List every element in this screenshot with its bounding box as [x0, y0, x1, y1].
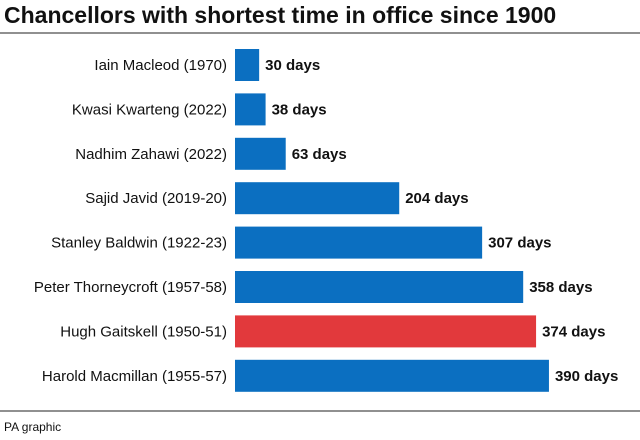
bar [235, 137, 286, 170]
bar [235, 359, 549, 392]
bar [235, 93, 266, 126]
category-label: Kwasi Kwarteng (2022) [72, 101, 227, 118]
bar [235, 226, 483, 259]
category-label: Peter Thorneycroft (1957-58) [34, 279, 227, 296]
category-label: Stanley Baldwin (1922-23) [51, 235, 227, 252]
value-label: 390 days [555, 368, 618, 385]
category-label: Hugh Gaitskell (1950-51) [60, 323, 227, 340]
bar [235, 315, 537, 348]
bar [235, 182, 400, 215]
value-label: 30 days [265, 57, 320, 74]
category-label: Harold Macmillan (1955-57) [42, 368, 227, 385]
category-label: Iain Macleod (1970) [94, 57, 227, 74]
value-label: 38 days [272, 101, 327, 118]
value-label: 307 days [488, 235, 551, 252]
value-label: 204 days [405, 190, 468, 207]
category-label: Nadhim Zahawi (2022) [75, 146, 227, 163]
value-label: 63 days [292, 146, 347, 163]
category-label: Sajid Javid (2019-20) [85, 190, 227, 207]
value-label: 358 days [529, 279, 592, 296]
bar [235, 49, 260, 81]
source: PA graphic [4, 420, 61, 434]
value-label: 374 days [542, 323, 605, 340]
chart-title: Chancellors with shortest time in office… [4, 2, 556, 28]
bar [235, 271, 524, 303]
